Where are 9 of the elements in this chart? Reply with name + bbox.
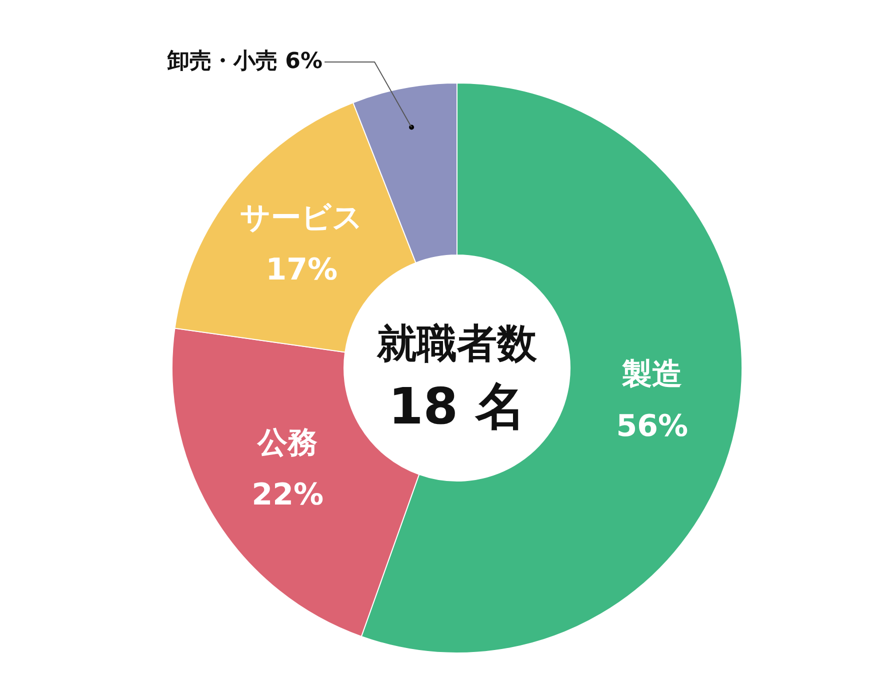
data-label: 22%	[252, 478, 324, 513]
slice-label: サービス	[240, 200, 364, 236]
data-label: 56%	[616, 408, 688, 444]
text: 18 名	[388, 378, 526, 436]
slice-label: 公務	[256, 426, 318, 461]
slice-label: 製造	[621, 356, 682, 392]
text: 就職者数	[376, 320, 538, 367]
slice-label: 卸売・小売 6%	[166, 49, 323, 74]
data-label: 17%	[266, 252, 338, 288]
